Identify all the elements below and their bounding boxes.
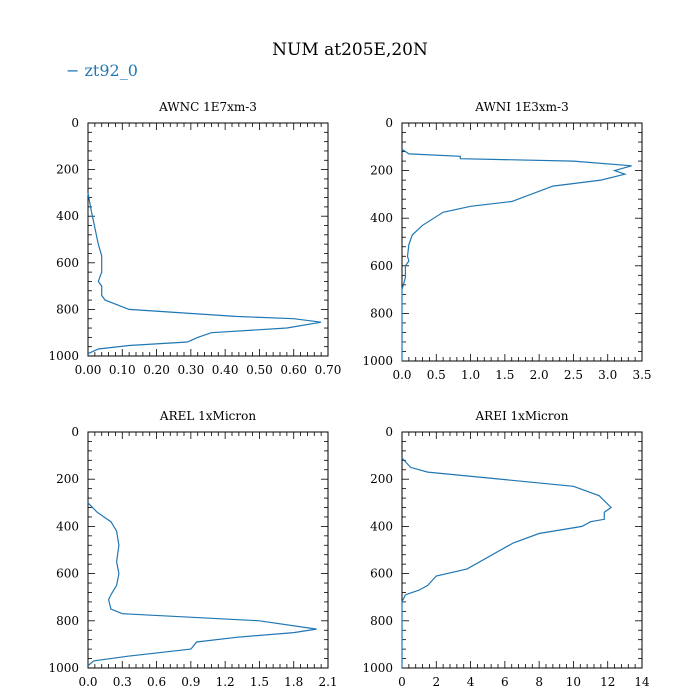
y-tick-label: 200 [56,472,79,486]
x-tick-label: 0.40 [212,363,239,377]
x-tick-label: 1.8 [284,675,303,689]
x-tick-label: 0.70 [315,363,342,377]
x-tick-label: 14 [634,675,650,689]
series-line-zt92_0 [401,148,632,361]
x-tick-label: 0.6 [147,675,166,689]
x-tick-label: 12 [600,675,615,689]
x-tick-label: 2 [432,675,440,689]
y-tick-label: 400 [370,211,393,225]
x-tick-label: 10 [566,675,581,689]
panel-title: AWNC 1E7xm-3 [158,100,257,114]
x-tick-label: 0.5 [427,368,446,382]
panel-title: AREL 1xMicron [159,409,256,423]
y-tick-label: 400 [56,209,79,223]
panels: AWNC 1E7xm-30.00 0.10 0.20 0.30 0.40 0.50 0.60… [48,100,651,689]
y-tick-label: 1000 [48,349,79,363]
y-tick-label: 200 [56,163,79,177]
y-tick-label: 200 [370,164,393,178]
legend: − zt92_0 [66,61,138,80]
series-line-zt92_0 [87,192,322,355]
x-tick-label: 0.10 [109,363,136,377]
x-tick-label: 2.5 [564,368,583,382]
y-tick-label: 600 [56,256,79,270]
panel-3: AREL 1xMicron 0.0 0.3 0.6 0.9 1.2 1.5 1.8 2.1 0 20… [48,409,337,689]
x-tick-label: 0.50 [246,363,273,377]
y-tick-label: 400 [56,519,79,533]
x-tick-label: 0.30 [177,363,204,377]
x-tick-label: 0.9 [181,675,200,689]
y-tick-label: 0 [71,425,79,439]
y-tick-label: 800 [56,302,79,316]
x-tick-label: 1.2 [216,675,235,689]
figure-title: NUM at205E,20N [272,40,428,60]
y-tick-label: 1000 [48,661,79,675]
panel-2: AWNI 1E3xm-3 0.0 0.5 1.0 1.5 2.0 2.5 3.0 3.5 0 200… [362,100,651,382]
plot-frame [401,431,643,669]
series-line-zt92_0 [87,502,317,667]
x-tick-label: 0.0 [392,368,411,382]
y-tick-label: 600 [56,567,79,581]
panel-4: AREI 1xMicron 0 2 4 6 8 10 12 14 0 200 400 600 800 100… [362,409,650,689]
legend-label: − zt92_0 [66,61,138,80]
x-tick-label: 6 [501,675,509,689]
y-tick-label: 800 [370,614,393,628]
y-tick-label: 200 [370,472,393,486]
x-tick-label: 2.0 [530,368,549,382]
x-tick-label: 0.60 [280,363,307,377]
x-tick-label: 8 [535,675,543,689]
y-tick-label: 800 [370,306,393,320]
x-tick-label: 3.0 [598,368,617,382]
y-tick-label: 600 [370,259,393,273]
x-tick-label: 0.0 [78,675,97,689]
x-tick-label: 0.00 [75,363,102,377]
plot-frame [87,122,329,357]
panel-1: AWNC 1E7xm-3 0.00 0.10 0.20 0.30 0.40 0.50 0.60… [48,100,341,377]
y-tick-label: 1000 [362,661,393,675]
x-tick-label: 3.5 [632,368,651,382]
y-tick-label: 0 [385,116,393,130]
y-tick-label: 0 [385,425,393,439]
x-tick-label: 2.1 [318,675,337,689]
x-tick-label: 1.0 [461,368,480,382]
y-tick-label: 0 [71,116,79,130]
x-tick-label: 0.3 [113,675,132,689]
x-tick-label: 0.20 [143,363,170,377]
plot-frame [401,122,643,362]
x-tick-label: 1.5 [495,368,514,382]
x-tick-label: 4 [467,675,475,689]
x-tick-label: 0 [398,675,406,689]
y-tick-label: 1000 [362,354,393,368]
plot-frame [87,431,329,669]
series-line-zt92_0 [401,457,613,668]
panel-title: AREI 1xMicron [475,409,569,423]
y-tick-label: 400 [370,519,393,533]
x-tick-label: 1.5 [250,675,269,689]
y-tick-label: 800 [56,614,79,628]
panel-title: AWNI 1E3xm-3 [474,100,568,114]
y-tick-label: 600 [370,567,393,581]
